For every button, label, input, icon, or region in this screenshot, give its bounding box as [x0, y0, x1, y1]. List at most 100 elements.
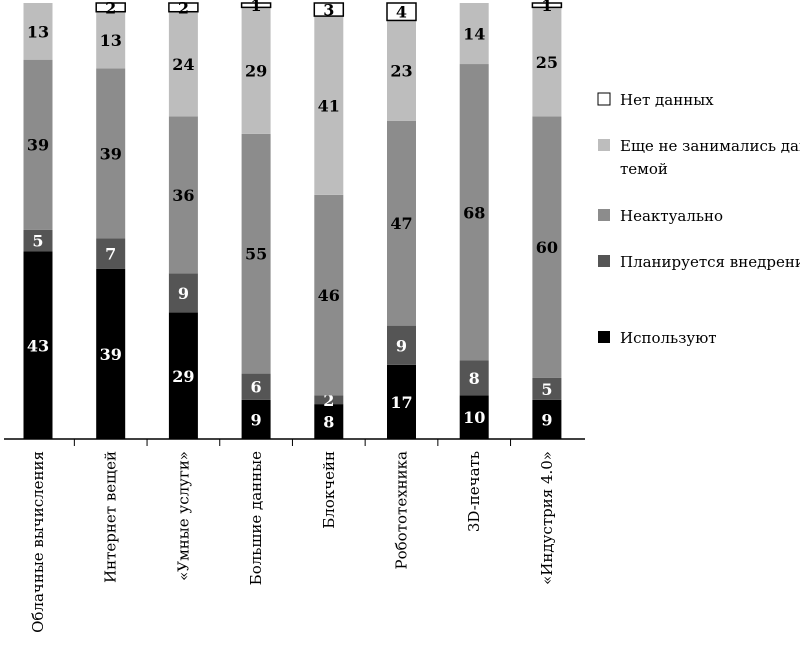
data-label-облачные-вычисления-неактуально: 39	[27, 136, 49, 155]
category-labels-layer: Облачные вычисления Интернет вещей «Умные …	[29, 451, 556, 633]
bar-segment-3d-печать-планируется-внедрение	[459, 360, 489, 396]
legend-label-еще-не-занимались-данной-темой: Еще не занимались даннойтемой	[620, 137, 800, 178]
legend-swatch-неактуально	[598, 209, 610, 221]
data-label-большие-данные-еще-не-занимались-данной-темой: 29	[245, 62, 267, 81]
bar-segment-индустрия-40-неактуально	[532, 116, 562, 378]
x-ticks-layer	[73, 439, 512, 446]
bar-segment-индустрия-40-используют	[532, 399, 562, 439]
data-label-блокчейн-планируется-внедрение: 2	[323, 391, 334, 410]
data-label-индустрия-40-планируется-внедрение: 5	[541, 380, 552, 399]
data-label-3d-печать-используют: 10	[463, 408, 485, 427]
data-label-индустрия-40-используют: 9	[541, 410, 552, 429]
category-label-робототехника: Робототехника	[393, 451, 411, 570]
bar-segment-робототехника-еще-не-занимались-данной-темой	[387, 20, 416, 121]
data-label-облачные-вычисления-еще-не-занимались-данной-темой: 13	[27, 22, 49, 41]
data-label-3d-печать-еще-не-занимались-данной-темой: 14	[463, 25, 485, 44]
data-label-индустрия-40-неактуально: 60	[536, 238, 558, 257]
data-label-3d-печать-неактуально: 68	[463, 203, 485, 222]
bar-segment-большие-данные-нет-данных	[240, 2, 272, 9]
bar-segment-большие-данные-неактуально	[241, 133, 271, 374]
bar-segment-блокчейн-неактуально	[314, 194, 344, 396]
bar-segment-робототехника-планируется-внедрение	[387, 325, 416, 365]
data-label-блокчейн-еще-не-занимались-данной-темой: 41	[318, 96, 340, 115]
bar-segment-большие-данные-еще-не-занимались-данной-темой	[241, 7, 271, 134]
data-label-робототехника-планируется-внедрение: 9	[396, 336, 407, 355]
bar-segment-блокчейн-планируется-внедрение	[314, 395, 344, 405]
legend-swatch-нет-данных	[597, 92, 611, 106]
data-label-робототехника-еще-не-занимались-данной-темой: 23	[390, 62, 412, 81]
data-label-блокчейн-нет-данных: 3	[323, 1, 334, 20]
legend-swatch-планируется-внедрение	[598, 255, 610, 267]
category-label-умные-услуги: «Умные услуги»	[174, 451, 192, 581]
data-label-умные-услуги-используют: 29	[172, 367, 194, 386]
category-label-блокчейн: Блокчейн	[320, 451, 338, 529]
bar-segment-3d-печать-неактуально	[459, 64, 489, 361]
legend: Нет данных Еще не занимались даннойтемой Н…	[597, 91, 800, 347]
bar-segment-облачные-вычисления-используют	[23, 251, 53, 439]
data-label-умные-услуги-неактуально: 36	[172, 186, 194, 205]
bar-segment-большие-данные-используют	[241, 399, 271, 439]
bar-segment-умные-услуги-используют	[168, 312, 198, 439]
bar-segment-блокчейн-используют	[314, 404, 344, 439]
bar-segment-облачные-вычисления-еще-не-занимались-данной-темой	[23, 3, 53, 60]
category-label-большие-данные: Большие данные	[247, 451, 265, 585]
legend-label-планируется-внедрение: Планируется внедрение	[620, 253, 800, 271]
data-label-индустрия-40-еще-не-занимались-данной-темой: 25	[536, 53, 558, 72]
bar-segment-облачные-вычисления-неактуально	[23, 59, 53, 230]
bar-segment-облачные-вычисления-планируется-внедрение	[23, 229, 53, 252]
data-label-3d-печать-планируется-внедрение: 8	[469, 369, 480, 388]
data-label-большие-данные-нет-данных: 1	[251, 0, 262, 15]
legend-swatch-еще-не-занимались-данной-темой	[598, 139, 610, 151]
bar-segment-умные-услуги-еще-не-занимались-данной-темой	[168, 11, 198, 117]
bar-segment-интернет-вещей-планируется-внедрение	[96, 238, 126, 269]
bar-segment-блокчейн-еще-не-занимались-данной-темой	[314, 16, 344, 195]
legend-label-используют: Используют	[620, 329, 717, 347]
bar-segment-робототехника-нет-данных	[386, 2, 417, 22]
data-label-умные-услуги-еще-не-занимались-данной-темой: 24	[172, 55, 194, 74]
category-label-интернет-вещей: Интернет вещей	[102, 451, 120, 583]
bar-segment-большие-данные-планируется-внедрение	[241, 373, 271, 400]
legend-swatch-используют	[598, 331, 610, 343]
bars-layer: 4353913397391322993624296552918246413179…	[23, 0, 563, 439]
bar-segment-интернет-вещей-еще-не-занимались-данной-темой	[96, 11, 126, 69]
bar-segment-интернет-вещей-используют	[96, 268, 126, 439]
data-label-робототехника-используют: 17	[390, 393, 412, 412]
data-label-большие-данные-планируется-внедрение: 6	[251, 378, 262, 397]
data-label-умные-услуги-планируется-внедрение: 9	[178, 284, 189, 303]
data-label-интернет-вещей-используют: 39	[100, 345, 122, 364]
bar-segment-3d-печать-используют	[459, 395, 489, 439]
bar-segment-интернет-вещей-неактуально	[96, 68, 126, 239]
data-label-робототехника-нет-данных: 4	[396, 3, 407, 22]
bar-segment-робототехника-используют	[387, 364, 416, 439]
bar-segment-умные-услуги-неактуально	[168, 116, 198, 274]
bar-segment-робототехника-неактуально	[387, 120, 416, 326]
bar-segment-умные-услуги-планируется-внедрение	[168, 273, 198, 313]
category-label-3d-печать: 3D-печать	[465, 451, 483, 532]
bar-segment-интернет-вещей-нет-данных	[95, 2, 126, 13]
bar-segment-умные-услуги-нет-данных	[168, 2, 199, 13]
data-label-интернет-вещей-нет-данных: 2	[105, 0, 116, 17]
data-label-интернет-вещей-неактуально: 39	[100, 144, 122, 163]
data-label-интернет-вещей-еще-не-занимались-данной-темой: 13	[100, 31, 122, 50]
data-label-большие-данные-используют: 9	[251, 410, 262, 429]
category-label-облачные-вычисления: Облачные вычисления	[29, 451, 47, 633]
bar-segment-блокчейн-нет-данных	[313, 2, 345, 17]
data-label-интернет-вещей-планируется-внедрение: 7	[105, 245, 116, 264]
data-label-индустрия-40-нет-данных: 1	[541, 0, 552, 15]
legend-label-неактуально: Неактуально	[620, 207, 723, 225]
data-label-облачные-вычисления-используют: 43	[27, 336, 49, 355]
data-label-облачные-вычисления-планируется-внедрение: 5	[32, 232, 43, 251]
legend-label-нет-данных: Нет данных	[620, 91, 714, 109]
data-label-блокчейн-неактуально: 46	[318, 286, 340, 305]
bar-segment-индустрия-40-еще-не-занимались-данной-темой	[532, 7, 562, 117]
bar-segment-индустрия-40-нет-данных	[531, 2, 563, 9]
category-label-индустрия-40: «Индустрия 4.0»	[538, 451, 556, 585]
data-label-блокчейн-используют: 8	[323, 413, 334, 432]
bar-segment-индустрия-40-планируется-внедрение	[532, 377, 562, 400]
bar-segment-3d-печать-еще-не-занимались-данной-темой	[459, 3, 489, 65]
data-label-большие-данные-неактуально: 55	[245, 245, 267, 264]
data-label-робототехника-неактуально: 47	[390, 214, 412, 233]
data-label-умные-услуги-нет-данных: 2	[178, 0, 189, 17]
